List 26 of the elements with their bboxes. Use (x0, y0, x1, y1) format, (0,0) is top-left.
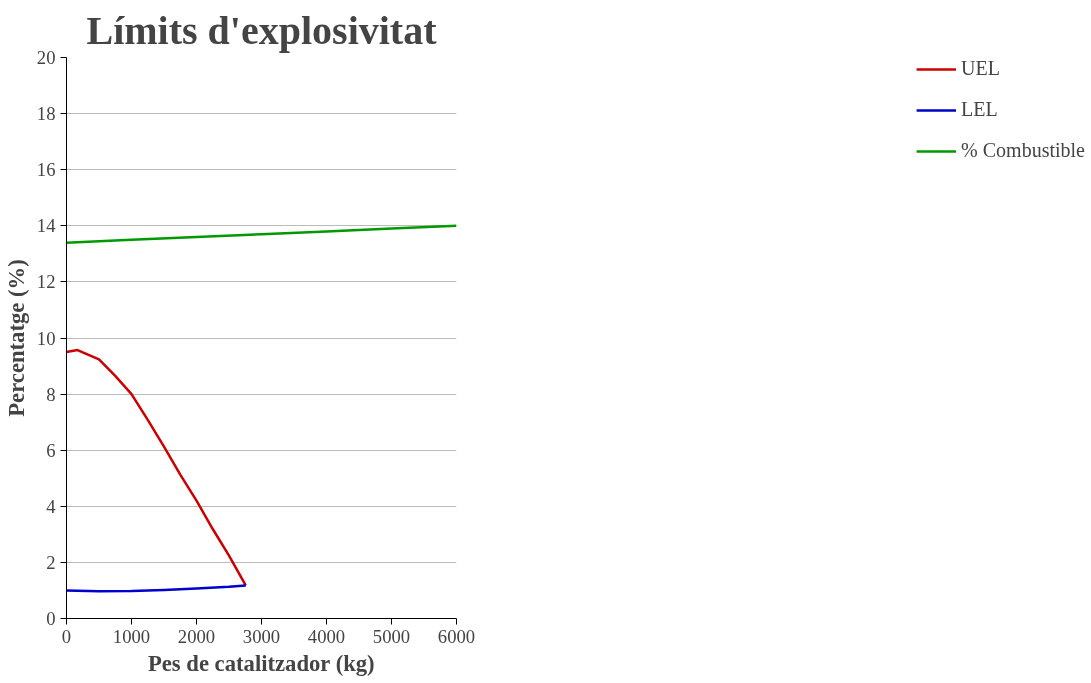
line-series (66, 224, 457, 244)
y-tick-label: 2 (46, 551, 56, 573)
line-series (66, 348, 247, 587)
y-tick-label: 18 (36, 103, 56, 125)
y-tick-label: 6 (46, 439, 56, 461)
legend-label: UEL (961, 57, 1000, 80)
x-tick-label: 0 (61, 625, 72, 647)
x-tick-label: 4000 (307, 625, 346, 647)
y-tick-label: 12 (36, 271, 56, 293)
y-tick-label: 16 (36, 159, 56, 181)
y-tick-label: 14 (36, 215, 57, 237)
x-tick-label: 3000 (242, 625, 281, 647)
x-tick-label: 5000 (372, 625, 411, 647)
x-tick-label: 1000 (112, 625, 151, 647)
chart-title: Límits d'explosivitat (86, 7, 438, 53)
legend-label: LEL (961, 98, 998, 121)
y-axis-title: Percentatge (%) (3, 259, 29, 417)
y-tick-label: 8 (46, 383, 56, 405)
legend-label: % Combustible (961, 139, 1085, 162)
y-tick-label: 4 (46, 495, 57, 517)
x-axis-title: Pes de catalitzador (kg) (147, 650, 375, 676)
y-tick-label: 20 (36, 47, 56, 68)
y-tick-label: 10 (36, 327, 56, 349)
x-tick-label: 2000 (177, 625, 216, 647)
y-tick-label: 0 (46, 608, 56, 629)
x-tick-label: 6000 (437, 625, 476, 647)
